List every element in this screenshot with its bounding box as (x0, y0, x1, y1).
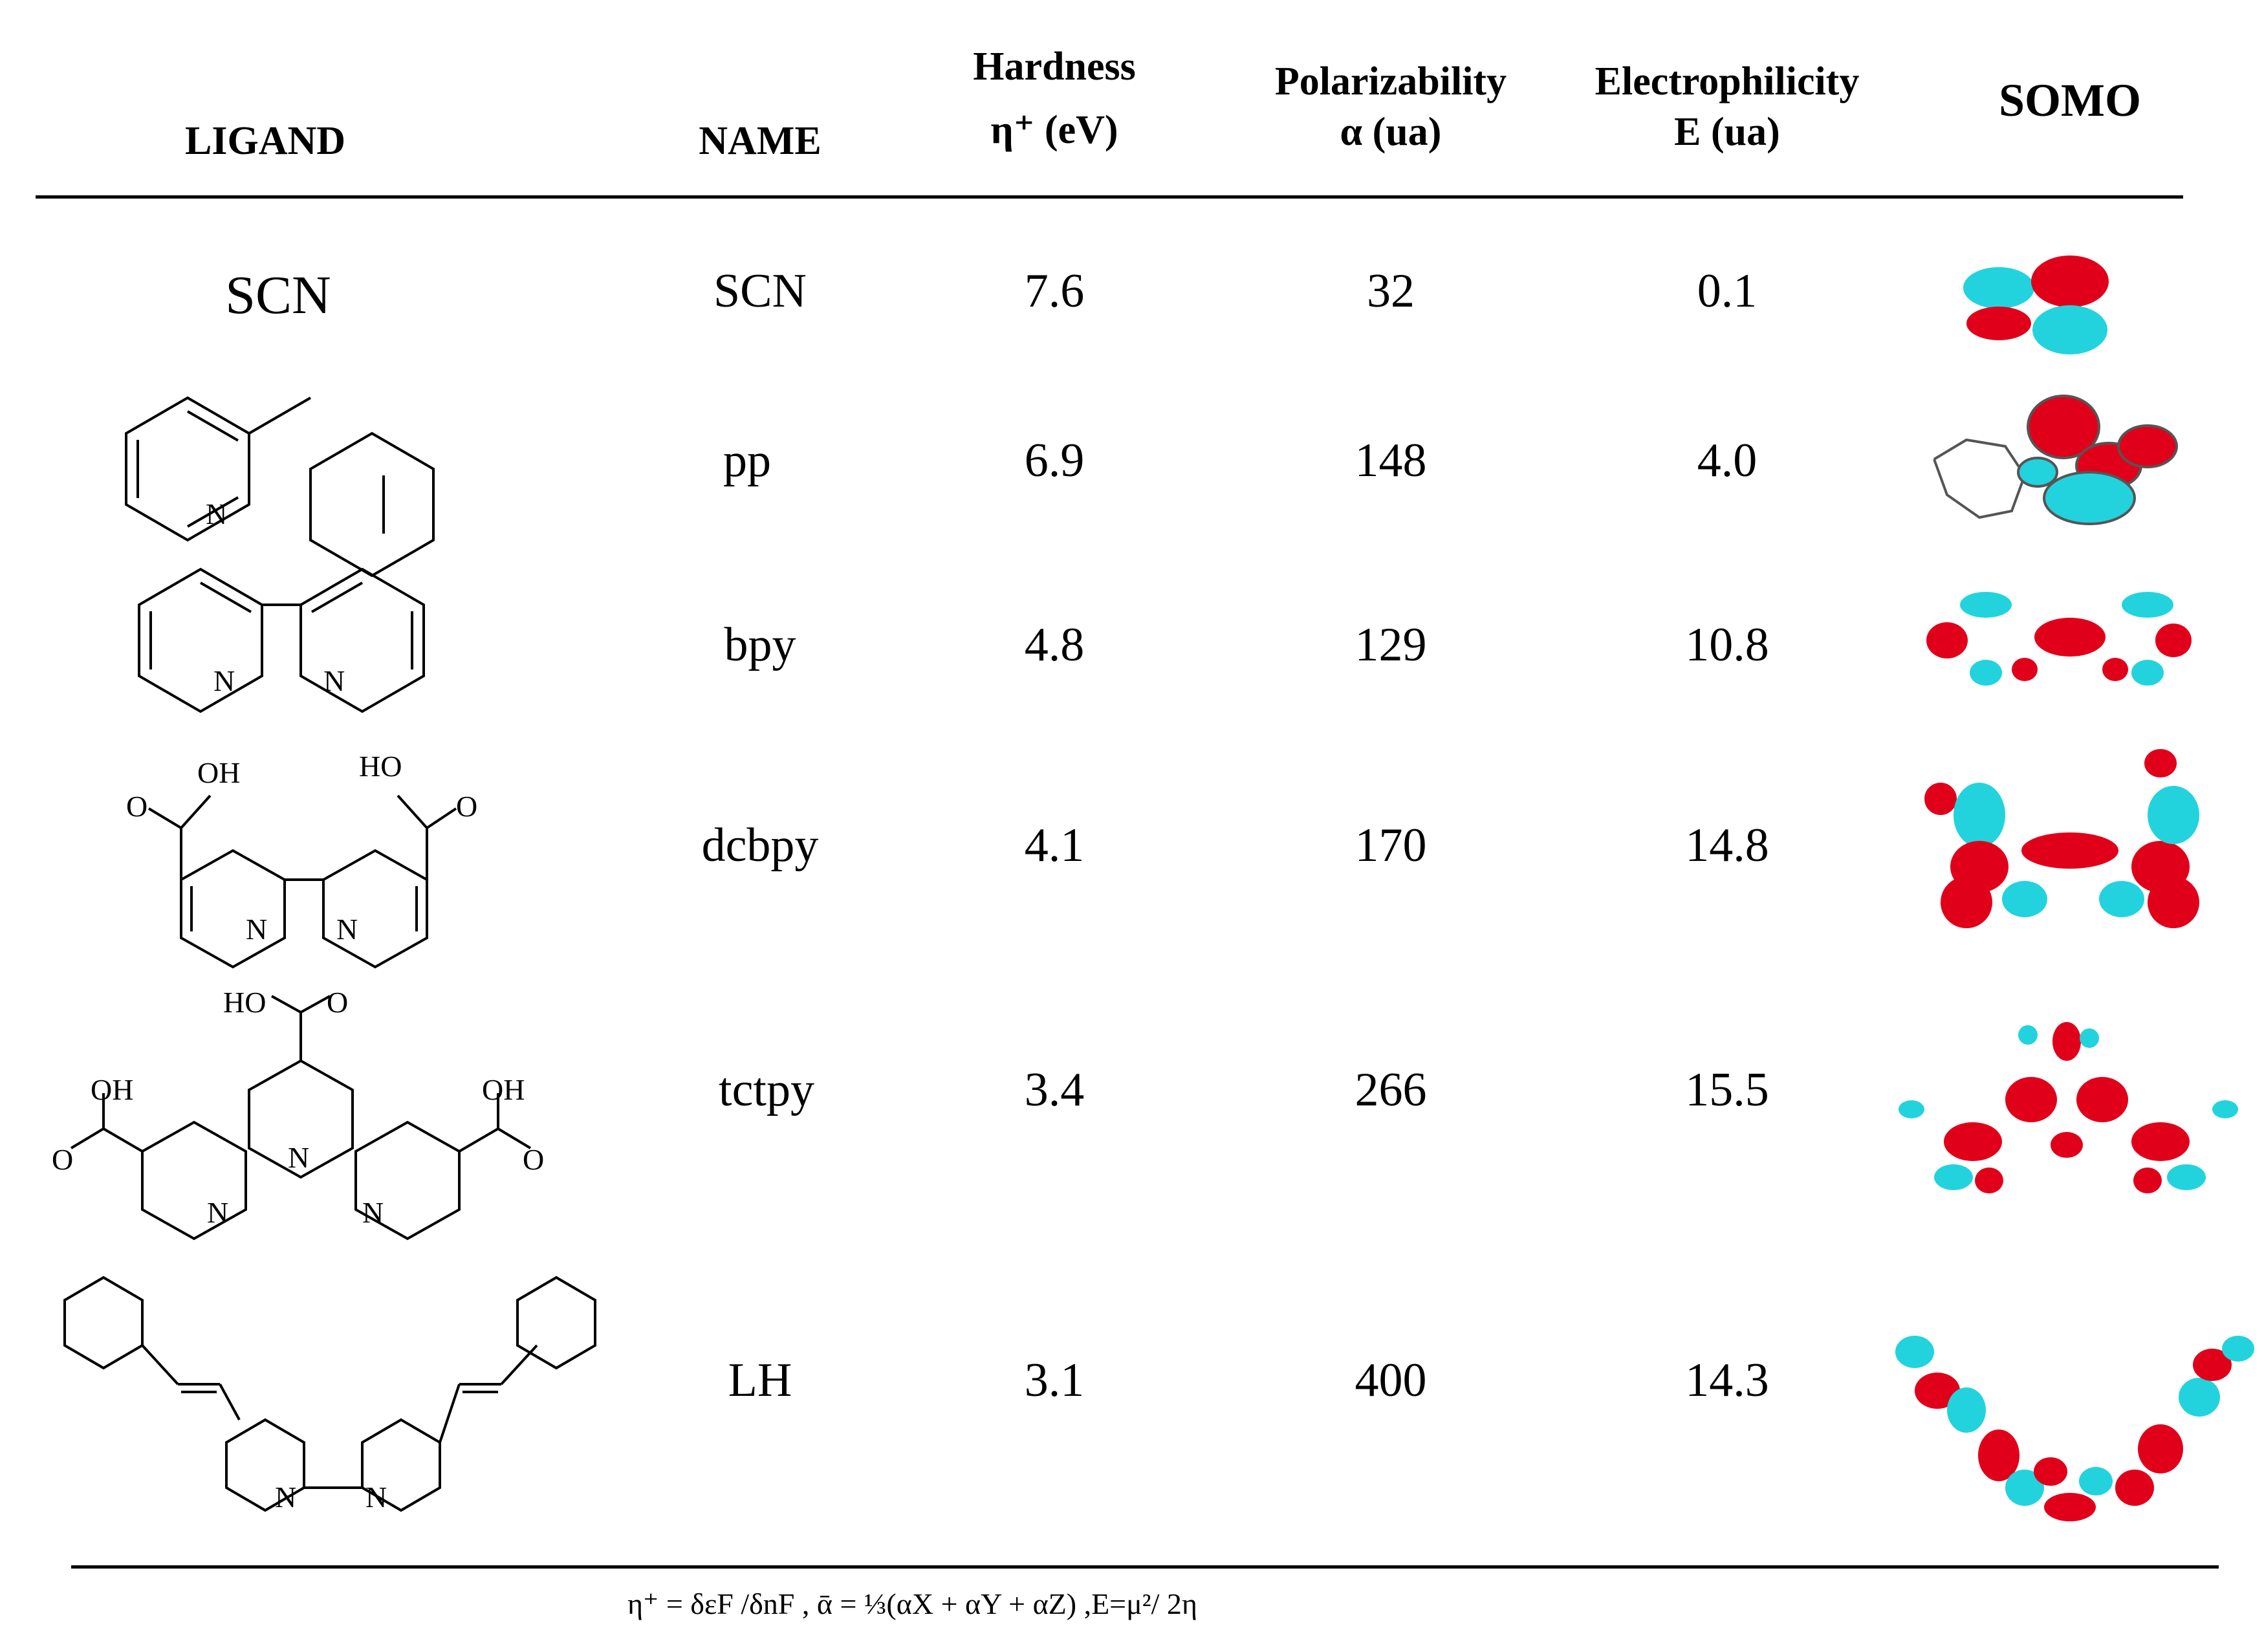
bpy-nitrogen-label-1: N (213, 664, 235, 697)
tctpy-oh-label-right: OH (482, 1073, 525, 1106)
row-3-hardness: 4.1 (1024, 819, 1085, 872)
row-0-electrophilicity: 0.1 (1697, 265, 1758, 318)
row-0-hardness: 7.6 (1024, 265, 1085, 318)
header-hardness: Hardness η⁺ (eV) (906, 42, 1203, 155)
row-4-hardness: 3.4 (1024, 1063, 1085, 1116)
row-3-polarizability: 170 (1355, 819, 1427, 872)
lh-nitrogen-label-1: N (275, 1481, 296, 1514)
row-4-name: tctpy (719, 1063, 814, 1116)
row-1-polarizability: 148 (1355, 434, 1427, 487)
somo-orbitals (1895, 255, 2254, 1521)
bpy-nitrogen-label-2: N (323, 664, 345, 697)
ligand-structures: N N N OH O HO O N N (52, 396, 596, 1514)
header-name: NAME (699, 119, 822, 163)
dcbpy-ho-label-right: HO (359, 750, 402, 783)
header-hardness-title: Hardness (973, 45, 1136, 89)
row-3-electrophilicity: 14.8 (1685, 819, 1769, 872)
header-somo: SOMO (1998, 74, 2141, 126)
row-4-polarizability: 266 (1355, 1063, 1427, 1116)
row-5-hardness: 3.1 (1024, 1354, 1085, 1407)
row-1-name: pp (723, 434, 771, 487)
header-polarizability-title: Polarizability (1274, 60, 1507, 103)
somo-lh (1895, 1336, 2254, 1521)
footer-rule (71, 1565, 2219, 1569)
row-0-polarizability: 32 (1367, 265, 1415, 318)
tctpy-o-label-right: O (523, 1143, 544, 1176)
header-electrophilicity-unit: E (ua) (1674, 109, 1780, 154)
row-5-name: LH (728, 1354, 792, 1407)
structure-pp (125, 396, 435, 578)
dcbpy-o-label-right: O (456, 790, 477, 823)
tctpy-o-label-left: O (52, 1143, 73, 1176)
row-2-hardness: 4.8 (1024, 618, 1085, 671)
row-3-name: dcbpy (701, 819, 819, 872)
row-1-electrophilicity: 4.0 (1697, 434, 1758, 487)
somo-dcbpy (1924, 749, 2199, 928)
row-5-polarizability: 400 (1355, 1354, 1427, 1407)
tctpy-oh-label-left: OH (91, 1073, 133, 1106)
row-2-polarizability: 129 (1355, 618, 1427, 671)
somo-tctpy (1899, 1022, 2238, 1193)
header-ligand: LIGAND (184, 119, 346, 163)
row-2-electrophilicity: 10.8 (1685, 618, 1769, 671)
header-electrophilicity: Electrophilicity E (ua) (1552, 57, 1902, 157)
dcbpy-nitrogen-label-2: N (336, 913, 358, 946)
somo-pp (1933, 395, 2178, 525)
tctpy-nitrogen-label-left: N (207, 1196, 228, 1229)
header-polarizability-unit: α (ua) (1340, 109, 1442, 154)
row-0-name: SCN (713, 265, 807, 318)
header-electrophilicity-title: Electrophilicity (1595, 60, 1860, 103)
somo-bpy (1926, 592, 2192, 686)
tctpy-ho-label: HO (223, 986, 266, 1019)
footnote-formulas: η⁺ = δεF /δnF , ᾱ = ⅓(αX + αY + αZ) ,E=μ… (627, 1587, 1197, 1620)
row-5-electrophilicity: 14.3 (1685, 1354, 1769, 1407)
row-2-name: bpy (724, 618, 796, 671)
structure-bpy (138, 567, 425, 713)
header-rule (36, 195, 2183, 199)
structure-dcbpy (147, 794, 457, 969)
structure-tctpy (70, 995, 532, 1241)
ligand-label-scn: SCN (225, 265, 331, 325)
pp-nitrogen-label: N (206, 497, 227, 530)
lh-nitrogen-label-2: N (365, 1481, 387, 1514)
tctpy-nitrogen-label-center: N (288, 1141, 309, 1174)
header-polarizability: Polarizability α (ua) (1229, 57, 1552, 157)
dcbpy-o-label-left: O (126, 790, 147, 823)
dcbpy-nitrogen-label-1: N (246, 913, 267, 946)
tctpy-nitrogen-label-right: N (362, 1196, 384, 1229)
row-4-electrophilicity: 15.5 (1685, 1063, 1769, 1116)
dcbpy-oh-label-left: OH (197, 756, 240, 789)
tctpy-o-label-top: O (327, 986, 348, 1019)
header-hardness-unit: η⁺ (eV) (990, 107, 1118, 152)
structure-lh (63, 1276, 596, 1512)
row-1-hardness: 6.9 (1024, 434, 1085, 487)
somo-scn (1963, 255, 2109, 354)
